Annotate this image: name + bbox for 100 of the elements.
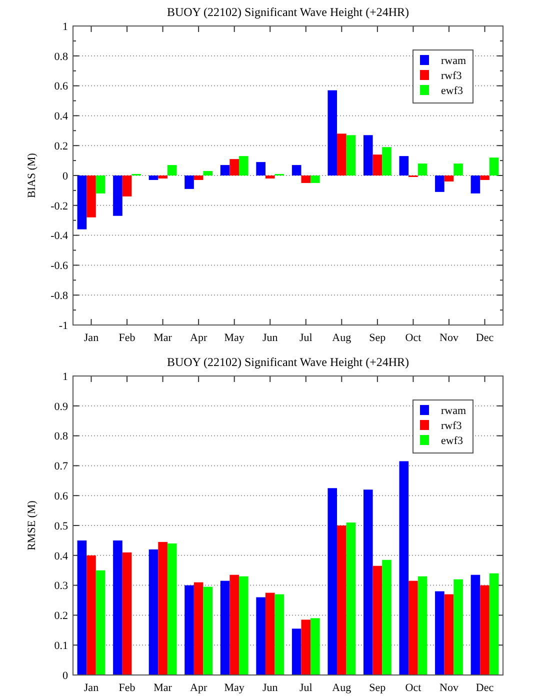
y-tick-label: 0 <box>62 170 68 182</box>
bar <box>167 543 177 675</box>
bar <box>148 549 158 675</box>
y-axis-title: BIAS (M) <box>26 152 38 198</box>
chart-title: BUOY (22102) Significant Wave Height (+24HR) <box>166 355 410 369</box>
bar <box>399 156 409 176</box>
bar <box>194 176 204 180</box>
bar <box>418 164 428 176</box>
bar <box>470 574 480 675</box>
x-tick-label: Jun <box>262 682 278 694</box>
bar <box>382 147 392 176</box>
bar <box>158 542 168 675</box>
y-tick-label: -0.8 <box>50 290 68 302</box>
bar <box>194 582 204 675</box>
y-tick-label: 0 <box>62 670 68 682</box>
y-tick-label: 0.2 <box>54 610 68 622</box>
bar <box>203 586 213 675</box>
y-tick-label: 0.5 <box>54 520 68 532</box>
y-axis-title: RMSE (M) <box>26 500 38 550</box>
x-tick-label: May <box>224 682 245 694</box>
x-tick-label: Nov <box>440 332 459 344</box>
y-tick-label: 0.9 <box>54 400 68 413</box>
bar <box>184 585 194 675</box>
bar <box>328 90 338 176</box>
bar <box>480 176 490 180</box>
bar <box>158 176 168 178</box>
y-tick-label: 0.3 <box>54 580 68 592</box>
y-tick-label: -0.2 <box>50 200 68 212</box>
legend-label: rwf3 <box>441 420 462 432</box>
x-tick-label: Apr <box>190 332 208 344</box>
y-tick-label: 0.8 <box>54 430 68 443</box>
bar <box>454 579 463 675</box>
y-tick-label: 0.1 <box>54 640 68 652</box>
y-tick-label: 0.7 <box>54 460 68 473</box>
y-tick-label: 1 <box>62 20 68 33</box>
legend-label: rwam <box>441 404 466 417</box>
bar <box>77 176 87 230</box>
bar <box>489 158 499 176</box>
x-tick-label: Mar <box>154 682 172 694</box>
chart-title: BUOY (22102) Significant Wave Height (+24HR) <box>166 5 410 19</box>
legend-label: ewf3 <box>441 84 464 97</box>
bar <box>372 154 382 176</box>
x-tick-label: Jan <box>84 332 100 344</box>
x-tick-label: Jun <box>262 332 278 344</box>
x-tick-label: Oct <box>405 332 422 344</box>
legend-label: rwf3 <box>441 70 462 82</box>
bar <box>96 570 106 675</box>
bar <box>265 176 275 178</box>
bar <box>203 171 213 176</box>
bar <box>444 594 454 675</box>
bar <box>470 176 480 194</box>
bar <box>86 555 96 675</box>
y-tick-label: -1 <box>58 320 68 332</box>
bar <box>310 176 320 183</box>
bar <box>113 540 122 675</box>
y-tick-label: -0.4 <box>50 230 68 242</box>
x-tick-label: Aug <box>332 332 352 344</box>
bar <box>220 165 230 176</box>
bar <box>310 618 320 675</box>
bar <box>399 461 409 675</box>
bar <box>148 176 158 180</box>
bar <box>489 573 499 675</box>
bar <box>77 540 87 675</box>
bar <box>480 585 490 675</box>
bar <box>435 176 444 192</box>
x-tick-label: Mar <box>154 332 172 344</box>
bar <box>292 165 302 176</box>
bar <box>96 176 106 194</box>
y-tick-label: -0.6 <box>50 260 68 272</box>
bar <box>337 134 346 176</box>
y-tick-label: 0.4 <box>54 110 68 123</box>
y-tick-label: 0.4 <box>54 550 68 562</box>
x-tick-label: Aug <box>332 682 352 694</box>
x-tick-label: Feb <box>118 332 136 344</box>
bar <box>418 576 428 675</box>
bar <box>292 628 302 675</box>
bar <box>408 580 418 675</box>
y-tick-label: 0.2 <box>54 140 68 152</box>
bar <box>444 176 454 182</box>
y-tick-label: 1 <box>62 370 68 383</box>
x-tick-label: Feb <box>118 682 136 694</box>
y-tick-label: 0.8 <box>54 50 68 63</box>
bar <box>184 176 194 189</box>
bar <box>230 574 239 675</box>
bar <box>363 135 373 176</box>
x-tick-label: Dec <box>476 332 494 344</box>
x-tick-label: Apr <box>190 682 208 694</box>
x-tick-label: Dec <box>476 682 494 694</box>
bar <box>167 165 177 176</box>
bar <box>435 591 444 675</box>
x-tick-label: Nov <box>440 682 459 694</box>
bar <box>256 162 266 176</box>
bar <box>230 159 239 176</box>
legend-label: rwam <box>441 54 466 67</box>
bar <box>220 580 230 675</box>
bar <box>274 594 284 675</box>
bar <box>363 490 373 675</box>
bar <box>301 176 311 183</box>
y-tick-label: 0.6 <box>54 490 68 502</box>
x-tick-label: Sep <box>369 682 386 694</box>
